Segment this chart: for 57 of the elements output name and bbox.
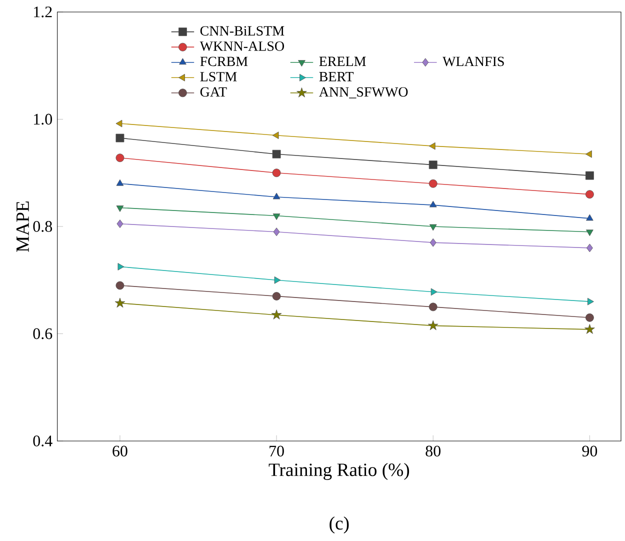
point bbox=[116, 179, 124, 186]
point bbox=[118, 263, 124, 270]
y-tick-label: 1.2 bbox=[34, 6, 52, 18]
legend-label: BERT bbox=[319, 72, 354, 82]
legend-label: FCRBM bbox=[200, 56, 248, 66]
point bbox=[114, 298, 126, 308]
point bbox=[430, 288, 438, 296]
legend-label: ANN_SFWWO bbox=[318, 87, 408, 98]
point bbox=[585, 313, 594, 322]
point bbox=[585, 150, 592, 158]
point bbox=[273, 228, 280, 236]
point bbox=[584, 324, 595, 334]
point bbox=[585, 171, 594, 180]
y-tick-label: 0.6 bbox=[33, 328, 52, 340]
x-tick-label: 90 bbox=[582, 446, 598, 456]
point bbox=[116, 206, 124, 212]
x-tick-label: 60 bbox=[112, 446, 128, 456]
point bbox=[272, 214, 280, 220]
x-axis-title: Training Ratio (%) bbox=[268, 462, 410, 480]
legend-label: CNN-BiLSTM bbox=[200, 26, 284, 36]
text: (c) bbox=[330, 516, 349, 534]
legend-label: GAT bbox=[200, 87, 227, 97]
point bbox=[272, 168, 281, 178]
point bbox=[428, 302, 438, 312]
point bbox=[586, 214, 594, 221]
legend-label: WKNN-ALSO bbox=[200, 41, 284, 51]
point bbox=[429, 200, 437, 208]
x-tick-label: 80 bbox=[426, 446, 440, 456]
y-tick-label: 0.8 bbox=[33, 221, 52, 232]
point bbox=[428, 142, 436, 150]
point bbox=[430, 238, 436, 247]
point bbox=[116, 281, 124, 290]
point bbox=[116, 154, 124, 162]
point bbox=[272, 292, 281, 300]
point bbox=[428, 320, 438, 330]
point bbox=[585, 190, 594, 199]
point bbox=[272, 132, 279, 139]
point bbox=[586, 230, 594, 236]
point bbox=[116, 220, 124, 228]
y-tick-label: 1.0 bbox=[34, 114, 52, 125]
y-axis-title: MAPE bbox=[16, 202, 29, 252]
point bbox=[116, 134, 124, 142]
x-tick-label: 70 bbox=[270, 446, 284, 456]
y-tick-label: 0.4 bbox=[33, 436, 52, 446]
point bbox=[272, 192, 280, 200]
point bbox=[428, 179, 438, 188]
point bbox=[429, 224, 437, 231]
point bbox=[271, 310, 282, 320]
point bbox=[587, 298, 594, 306]
legend-label: LSTM bbox=[200, 72, 237, 82]
point bbox=[274, 276, 281, 284]
point bbox=[116, 120, 122, 128]
legend-label: ERELM bbox=[319, 56, 366, 66]
point bbox=[272, 150, 281, 158]
point bbox=[428, 160, 438, 170]
legend-label: WLANFIS bbox=[442, 56, 504, 66]
point bbox=[586, 244, 593, 252]
